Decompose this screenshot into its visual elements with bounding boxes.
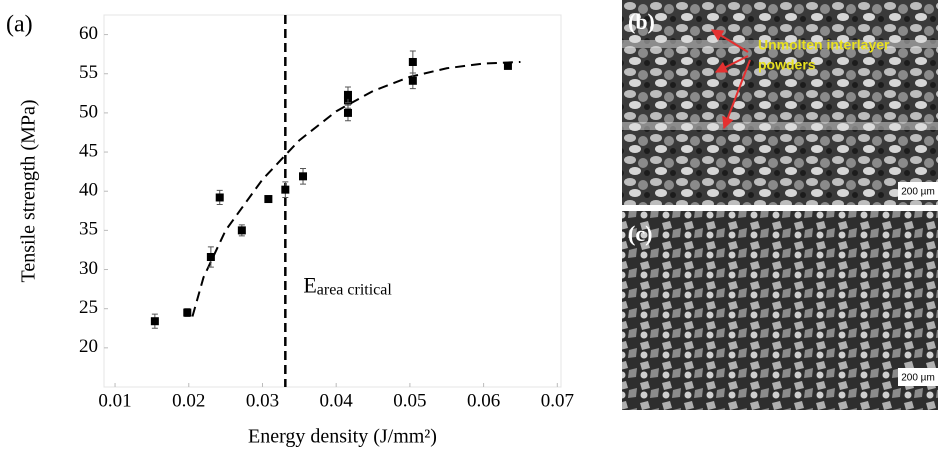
- image: [622, 211, 938, 410]
- data-point: [408, 76, 417, 85]
- y-axis-label: Tensile strength (MPa): [18, 99, 40, 282]
- x-tick-label: 0.05: [393, 390, 426, 411]
- data-point: [343, 90, 352, 99]
- arrow: [722, 59, 751, 130]
- image: [622, 0, 938, 205]
- x-axis-label: Energy density (J/mm²): [248, 426, 437, 448]
- data-point: [408, 57, 417, 66]
- y-tick-label: 30: [79, 258, 98, 279]
- annotation: Unmolten interlayer: [758, 37, 890, 53]
- data-point: [264, 195, 273, 204]
- y-tick-label: 35: [79, 219, 98, 240]
- critical-label-main: E: [303, 273, 316, 298]
- layer-band: [622, 122, 938, 130]
- x-tick-label: 0.04: [320, 390, 354, 411]
- panel-label: (c): [628, 221, 652, 246]
- micrograph-c: (c) 200 µm: [622, 211, 938, 410]
- x-tick-label: 0.06: [467, 390, 500, 411]
- data-point: [206, 252, 215, 261]
- x-tick-label: 0.01: [98, 390, 131, 411]
- y-tick-label: 60: [79, 23, 98, 44]
- data-point: [281, 185, 290, 194]
- critical-label: Earea critical: [303, 273, 392, 299]
- plot-area: 20 25 30 35 40 45 50 55 60 0.01 0.02 0.03 0.04 0.05 0.…: [6, 12, 574, 448]
- y-tick-label: 55: [79, 62, 98, 83]
- data-point: [503, 61, 512, 70]
- scale-bar: 200 µm: [901, 373, 935, 384]
- scale-bar-box: [898, 368, 938, 386]
- plot-frame: [103, 14, 562, 388]
- arrow: [710, 29, 749, 53]
- y-tick-label: 50: [79, 101, 98, 122]
- data-point: [215, 193, 224, 202]
- scale-bar-box: [898, 182, 938, 200]
- scale-bar: 200 µm: [901, 187, 935, 198]
- x-tick-label: 0.03: [246, 390, 279, 411]
- panel-label: (b): [628, 9, 655, 34]
- critical-label-sub: area critical: [317, 281, 393, 298]
- fit-curve: [191, 60, 521, 317]
- x-tick-label: 0.02: [172, 390, 205, 411]
- y-tick-label: 40: [79, 180, 98, 201]
- data-point: [183, 308, 192, 317]
- layer-band: [622, 40, 938, 48]
- annotation: powders: [758, 57, 816, 73]
- arrow: [714, 55, 749, 73]
- panel-label: (a): [6, 12, 33, 38]
- data-point: [150, 317, 159, 326]
- y-tick-label: 45: [79, 140, 98, 161]
- y-tick-label: 25: [79, 297, 98, 318]
- y-tick-label: 20: [79, 336, 98, 357]
- micrograph-b: (b) Unmolten interlayer powders 200 µm: [622, 0, 938, 205]
- data-point: [343, 108, 352, 117]
- data-point: [299, 172, 308, 181]
- x-tick-label: 0.07: [541, 390, 574, 411]
- data-point: [237, 226, 246, 235]
